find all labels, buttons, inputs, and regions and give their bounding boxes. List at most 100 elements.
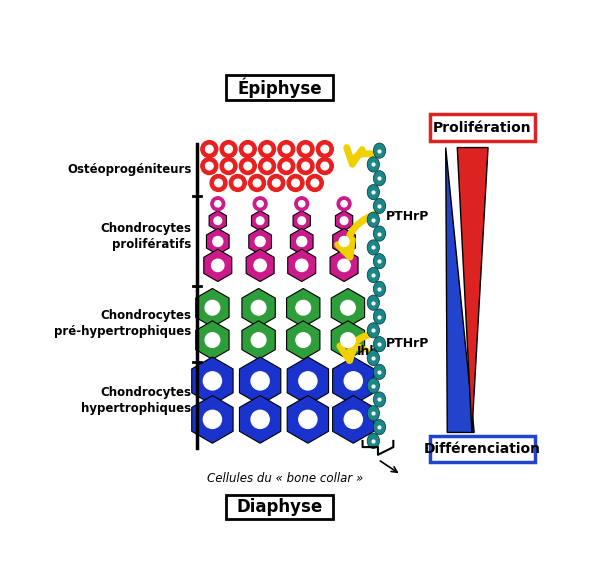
Ellipse shape xyxy=(373,171,385,186)
Ellipse shape xyxy=(373,281,385,296)
Circle shape xyxy=(256,217,264,225)
Circle shape xyxy=(239,141,256,158)
Circle shape xyxy=(251,410,269,429)
Circle shape xyxy=(205,145,213,153)
Ellipse shape xyxy=(367,295,379,310)
FancyBboxPatch shape xyxy=(227,75,333,100)
Circle shape xyxy=(311,179,319,187)
Circle shape xyxy=(263,145,271,153)
Polygon shape xyxy=(242,289,275,327)
Polygon shape xyxy=(287,249,315,282)
Polygon shape xyxy=(195,321,229,359)
Circle shape xyxy=(338,259,350,272)
Ellipse shape xyxy=(373,226,385,241)
Ellipse shape xyxy=(373,419,385,435)
Text: Ihh: Ihh xyxy=(357,345,379,358)
Circle shape xyxy=(248,175,266,192)
Ellipse shape xyxy=(367,323,379,338)
Circle shape xyxy=(263,162,271,170)
Circle shape xyxy=(215,179,222,187)
Polygon shape xyxy=(333,357,374,405)
Circle shape xyxy=(283,162,290,170)
Circle shape xyxy=(295,197,309,211)
Polygon shape xyxy=(446,148,474,432)
Circle shape xyxy=(321,145,329,153)
Circle shape xyxy=(211,197,225,211)
Text: Diaphyse: Diaphyse xyxy=(237,498,323,516)
Circle shape xyxy=(340,300,355,315)
Polygon shape xyxy=(246,249,274,282)
Circle shape xyxy=(252,333,266,348)
Circle shape xyxy=(203,372,222,390)
Polygon shape xyxy=(239,396,281,443)
Text: PTHrP: PTHrP xyxy=(385,211,429,223)
Circle shape xyxy=(316,141,333,158)
Circle shape xyxy=(278,158,295,175)
Circle shape xyxy=(212,259,224,272)
Polygon shape xyxy=(206,228,229,255)
Ellipse shape xyxy=(373,364,385,379)
Circle shape xyxy=(278,141,295,158)
Circle shape xyxy=(297,236,307,246)
Circle shape xyxy=(203,410,222,429)
Text: Prolifération: Prolifération xyxy=(433,121,532,135)
Text: Chondrocytes
prolifératifs: Chondrocytes prolifératifs xyxy=(100,222,192,250)
Ellipse shape xyxy=(367,406,379,421)
Circle shape xyxy=(230,175,246,192)
FancyBboxPatch shape xyxy=(429,436,535,462)
Circle shape xyxy=(337,197,351,211)
Polygon shape xyxy=(204,249,232,282)
Text: Chondrocytes
hypertrophiques: Chondrocytes hypertrophiques xyxy=(82,386,192,415)
Circle shape xyxy=(259,158,275,175)
Ellipse shape xyxy=(373,336,385,352)
Polygon shape xyxy=(239,357,281,405)
Circle shape xyxy=(244,145,252,153)
Circle shape xyxy=(321,162,329,170)
Polygon shape xyxy=(290,228,313,255)
Polygon shape xyxy=(242,321,275,359)
Circle shape xyxy=(213,236,223,246)
Ellipse shape xyxy=(367,378,379,393)
Circle shape xyxy=(205,300,220,315)
Circle shape xyxy=(225,145,233,153)
Circle shape xyxy=(259,141,275,158)
Circle shape xyxy=(298,201,305,207)
Circle shape xyxy=(344,410,362,429)
Circle shape xyxy=(287,175,304,192)
Circle shape xyxy=(253,197,267,211)
Polygon shape xyxy=(331,289,365,327)
Circle shape xyxy=(225,162,233,170)
Ellipse shape xyxy=(367,157,379,172)
Polygon shape xyxy=(287,396,328,443)
Circle shape xyxy=(297,158,314,175)
Circle shape xyxy=(296,300,311,315)
Ellipse shape xyxy=(373,253,385,269)
Circle shape xyxy=(341,201,347,207)
Polygon shape xyxy=(330,249,358,282)
Circle shape xyxy=(255,236,265,246)
Polygon shape xyxy=(287,357,328,405)
Circle shape xyxy=(201,158,218,175)
Circle shape xyxy=(205,162,213,170)
Polygon shape xyxy=(336,211,353,230)
Circle shape xyxy=(344,372,362,390)
Polygon shape xyxy=(287,289,320,327)
Ellipse shape xyxy=(373,392,385,407)
Polygon shape xyxy=(192,396,233,443)
Circle shape xyxy=(340,333,355,348)
Circle shape xyxy=(205,333,220,348)
Circle shape xyxy=(339,236,349,246)
Polygon shape xyxy=(252,211,269,230)
Ellipse shape xyxy=(367,212,379,228)
Circle shape xyxy=(301,145,309,153)
Polygon shape xyxy=(333,396,374,443)
Circle shape xyxy=(296,333,311,348)
Circle shape xyxy=(210,175,227,192)
Polygon shape xyxy=(457,148,488,432)
Circle shape xyxy=(254,259,266,272)
Circle shape xyxy=(252,300,266,315)
Text: Cellules du « bone collar »: Cellules du « bone collar » xyxy=(208,472,364,485)
Circle shape xyxy=(220,158,237,175)
Text: Chondrocytes
pré-hypertrophiques: Chondrocytes pré-hypertrophiques xyxy=(54,309,192,338)
Circle shape xyxy=(299,372,317,390)
